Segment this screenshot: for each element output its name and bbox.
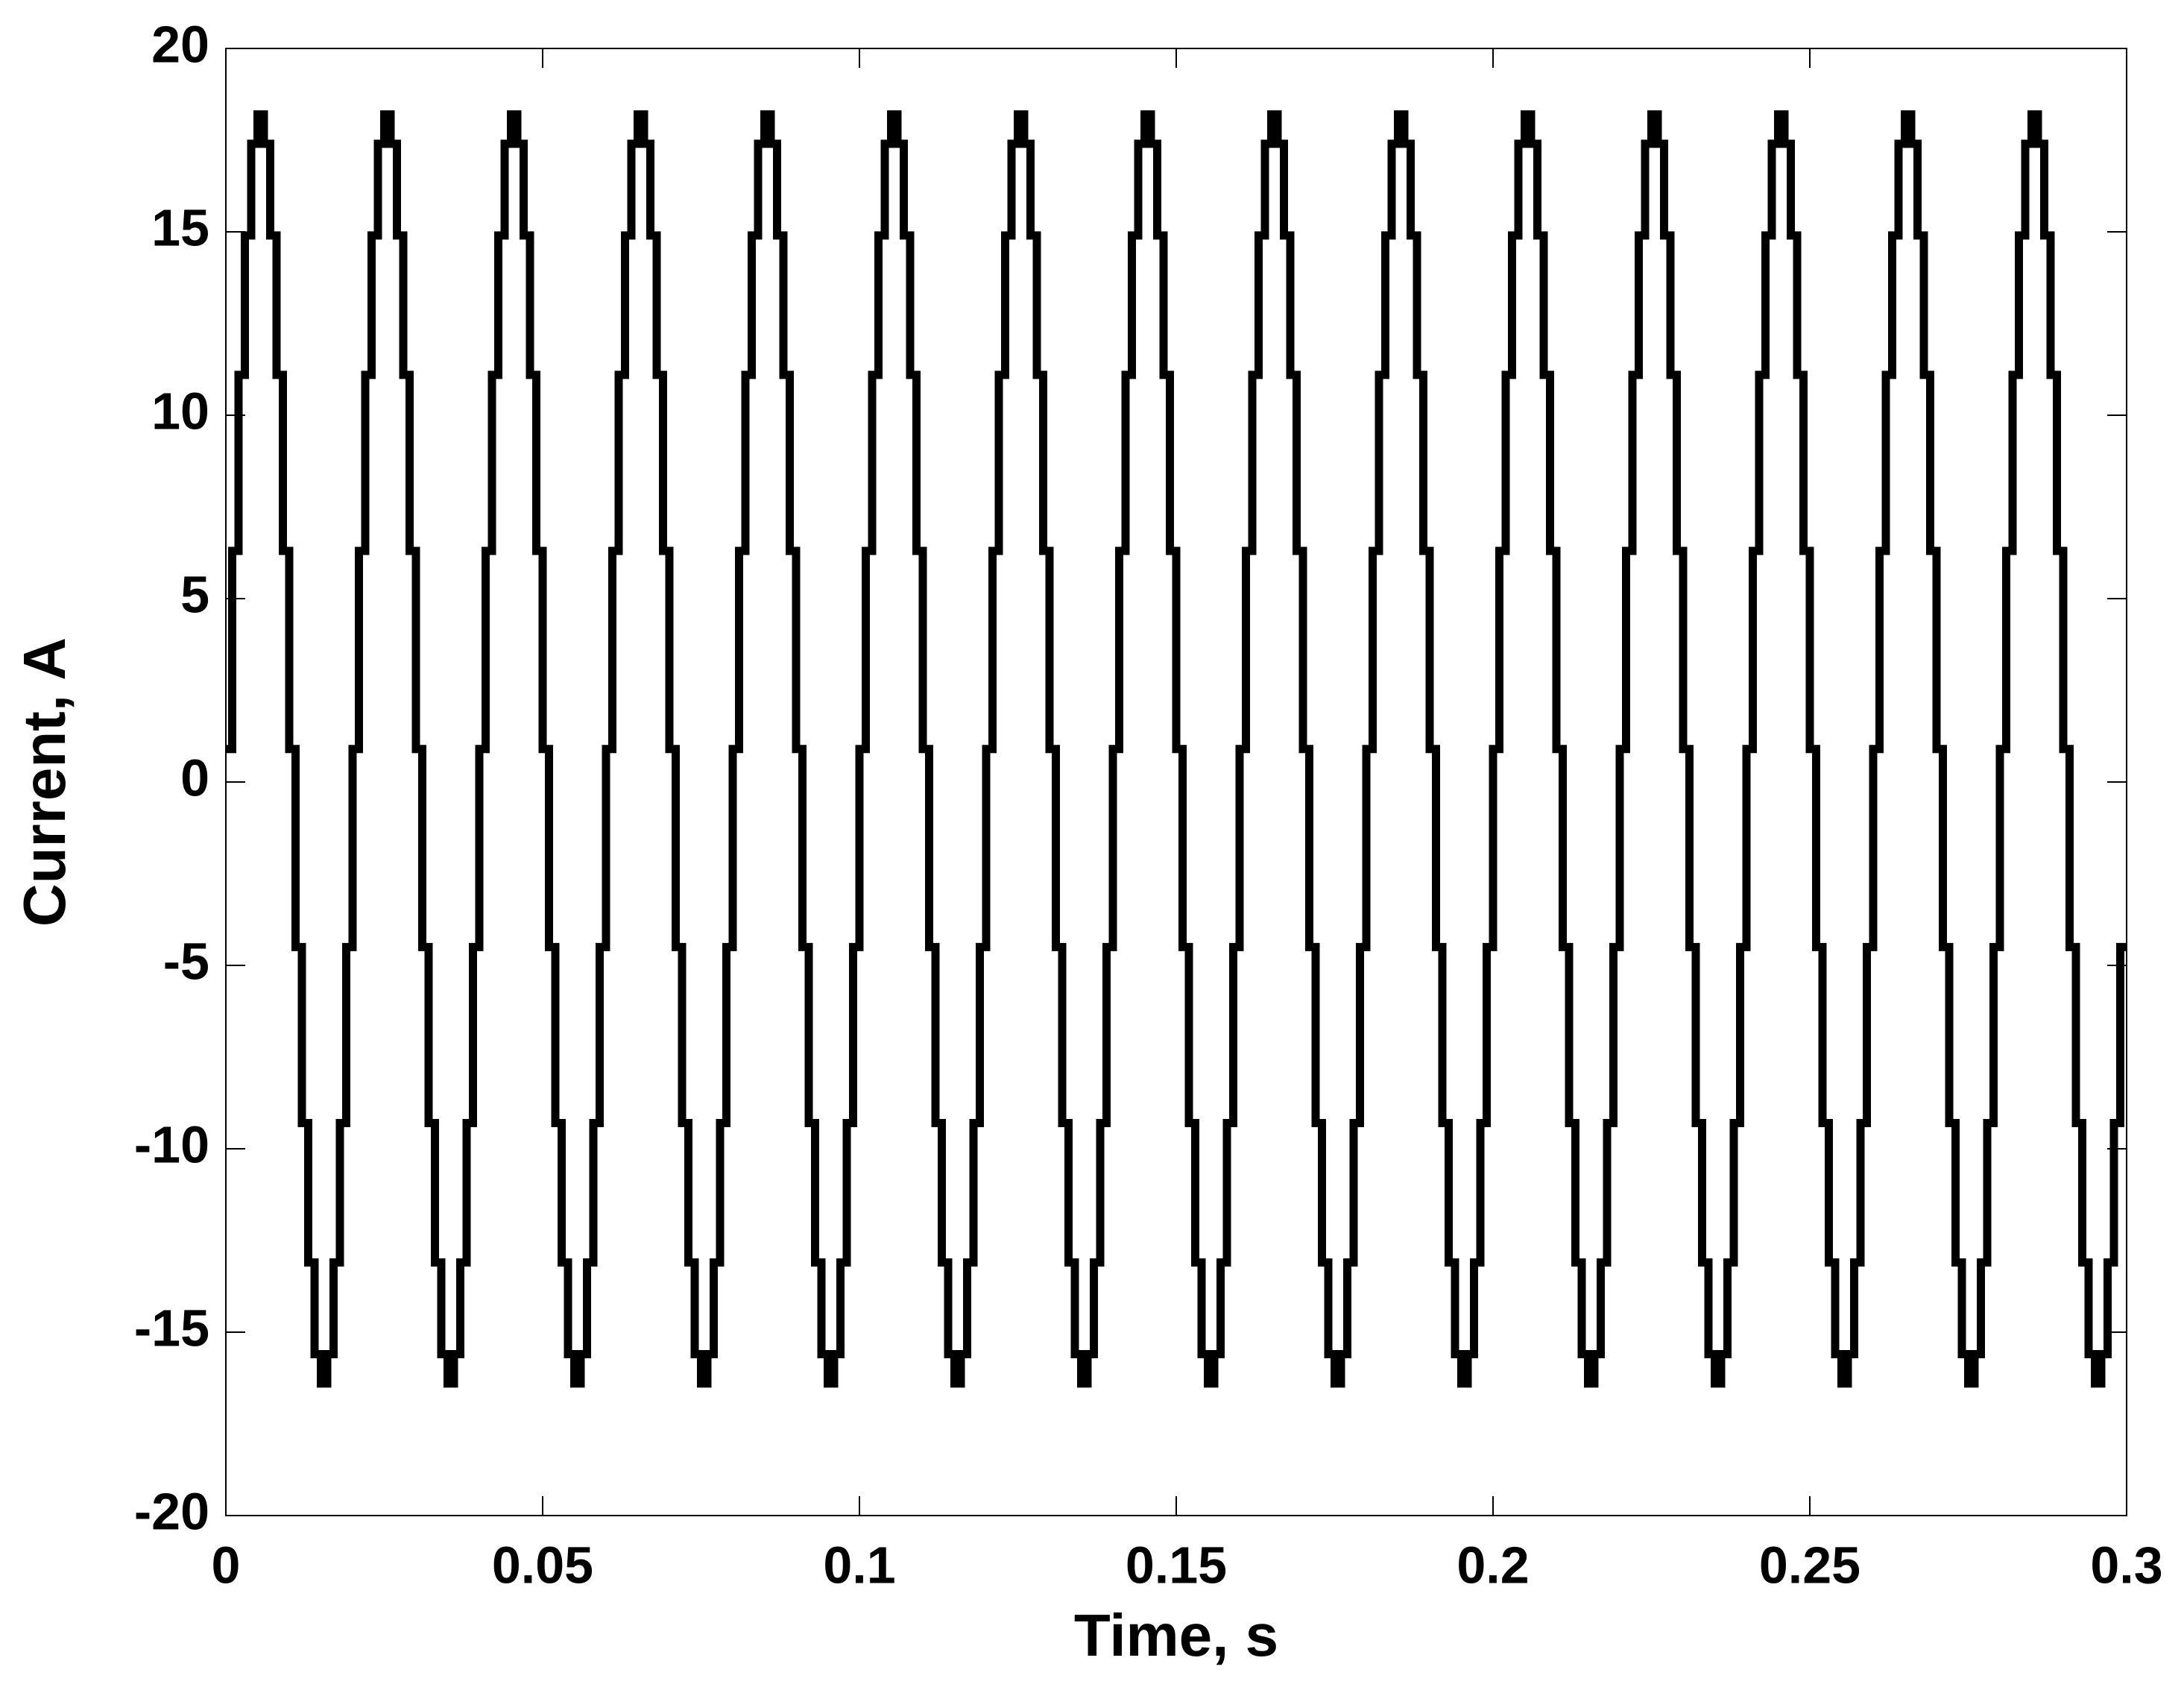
- x-tick-label: 0: [212, 1536, 241, 1594]
- x-axis-label: Time, s: [1074, 1602, 1278, 1668]
- y-tick-label: 5: [180, 565, 209, 623]
- y-tick-label: 10: [151, 382, 209, 440]
- x-tick-label: 0.2: [1456, 1536, 1529, 1594]
- x-tick-label: 0.05: [492, 1536, 593, 1594]
- x-tick-label: 0.15: [1126, 1536, 1227, 1594]
- x-tick-label: 0.3: [2090, 1536, 2162, 1594]
- y-axis-label: Current, A: [11, 637, 78, 927]
- y-tick-label: -15: [134, 1299, 209, 1357]
- y-tick-label: -20: [134, 1482, 209, 1540]
- plot-frame: [225, 48, 2127, 1516]
- y-tick-label: 0: [180, 748, 209, 807]
- y-tick-label: -10: [134, 1115, 209, 1173]
- y-tick-label: 15: [151, 198, 209, 256]
- x-tick-label: 0.1: [823, 1536, 895, 1594]
- x-tick-label: 0.25: [1759, 1536, 1860, 1594]
- data-line: [226, 110, 2127, 1388]
- y-tick-label: 20: [151, 15, 209, 73]
- y-tick-label: -5: [163, 932, 209, 990]
